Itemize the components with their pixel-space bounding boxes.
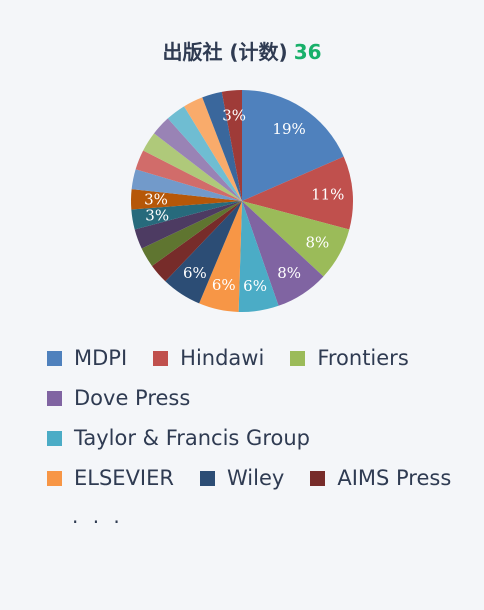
legend-swatch — [47, 430, 62, 446]
legend-row: Taylor & Francis Group — [0, 418, 484, 458]
chart-legend: MDPI Hindawi Frontiers Dove Press Taylor & F… — [0, 338, 484, 498]
total-count: 36 — [293, 40, 322, 64]
legend-label: Taylor & Francis Group — [74, 426, 310, 450]
slice-label-5: 6% — [212, 276, 236, 294]
legend-swatch — [290, 350, 306, 366]
legend-label: Frontiers — [317, 346, 409, 370]
pie-slice-16 — [167, 106, 242, 201]
slice-label-11: 3% — [144, 191, 168, 209]
slice-label-19: 3% — [222, 106, 246, 124]
pie-slice-4 — [238, 201, 279, 312]
pie-slice-8 — [141, 201, 242, 266]
legend-item[interactable]: Frontiers — [290, 346, 409, 370]
pie-slice-9 — [134, 201, 242, 249]
legend-swatch — [47, 390, 62, 406]
pie-slice-15 — [154, 118, 242, 201]
legend-label: AIMS Press — [337, 466, 452, 490]
slice-label-3: 8% — [277, 264, 301, 282]
legend-item[interactable]: ELSEVIER — [47, 466, 174, 490]
legend-label: Hindawi — [180, 346, 265, 370]
pie-slice-2 — [242, 201, 350, 277]
pie-slice-3 — [242, 201, 324, 306]
pie-slice-6 — [165, 201, 242, 304]
legend-label: Dove Press — [74, 386, 191, 410]
legend-item[interactable]: Wiley — [200, 466, 284, 490]
pie-slice-5 — [199, 201, 242, 312]
legend-swatch — [153, 350, 169, 366]
pie-slice-19 — [221, 90, 242, 201]
pie-slice-10 — [131, 201, 242, 230]
chart-title: 出版社 (计数) — [162, 40, 288, 64]
legend-label: MDPI — [74, 346, 128, 370]
slice-label-0: 19% — [272, 120, 305, 138]
legend-label: Wiley — [227, 466, 285, 490]
pie-slice-12 — [131, 169, 242, 201]
chart-header: 出版社 (计数) 36 — [0, 36, 484, 65]
pie-chart: 19%11%8%8%6%6%6%3%3%3% — [131, 90, 353, 312]
pie-slice-13 — [135, 150, 242, 201]
pie-slice-14 — [143, 133, 242, 201]
legend-swatch — [47, 470, 62, 486]
legend-item[interactable]: AIMS Press — [310, 466, 451, 490]
pie-slice-11 — [131, 189, 242, 210]
legend-swatch — [47, 350, 62, 366]
pie-slice-0 — [242, 90, 344, 201]
legend-label: ELSEVIER — [74, 466, 174, 490]
slice-label-4: 6% — [243, 277, 267, 295]
slice-label-2: 8% — [305, 233, 329, 251]
legend-row: Dove Press — [0, 378, 484, 418]
legend-row: MDPI Hindawi Frontiers — [0, 338, 484, 378]
pie-slice-17 — [184, 97, 242, 201]
pie-slice-7 — [152, 201, 242, 282]
legend-item[interactable]: Hindawi — [153, 346, 264, 370]
legend-item[interactable]: Taylor & Francis Group — [47, 426, 310, 450]
pie-slice-1 — [242, 156, 353, 230]
slice-label-1: 11% — [311, 185, 344, 203]
legend-more-indicator: . . . — [72, 504, 124, 528]
pie-slice-18 — [202, 91, 242, 201]
legend-swatch — [200, 470, 215, 486]
legend-row: ELSEVIER Wiley AIMS Press — [0, 458, 484, 498]
legend-item[interactable]: Dove Press — [47, 386, 190, 410]
legend-swatch — [310, 470, 326, 486]
legend-item[interactable]: MDPI — [47, 346, 127, 370]
slice-label-6: 6% — [183, 264, 207, 282]
slice-label-10: 3% — [145, 206, 169, 224]
